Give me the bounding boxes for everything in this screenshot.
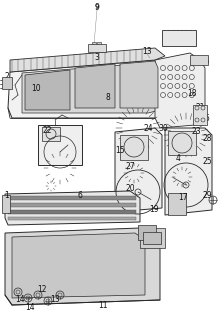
Polygon shape [22,63,160,113]
Polygon shape [38,125,82,165]
Text: 8: 8 [106,92,110,101]
Text: 20: 20 [125,183,135,193]
Polygon shape [5,228,160,305]
Polygon shape [8,60,170,118]
Text: 1: 1 [5,191,9,201]
Polygon shape [5,191,140,225]
Text: 6: 6 [78,191,82,201]
Text: 28: 28 [202,133,212,142]
Text: 21: 21 [195,102,205,111]
Text: 11: 11 [98,300,108,309]
Text: 4: 4 [176,154,180,163]
Text: 14: 14 [15,295,25,305]
Polygon shape [8,196,136,200]
Text: 23: 23 [191,126,201,135]
Text: 29: 29 [202,191,212,201]
Polygon shape [12,233,145,298]
Text: 2: 2 [4,71,9,81]
Polygon shape [165,128,212,215]
Polygon shape [8,217,136,220]
Polygon shape [138,225,156,240]
Polygon shape [25,70,70,110]
Polygon shape [140,228,165,248]
Polygon shape [143,232,161,244]
Text: 12: 12 [37,285,47,294]
Polygon shape [75,64,115,108]
Polygon shape [168,131,196,155]
Polygon shape [42,127,60,141]
Polygon shape [162,30,196,46]
Text: 30: 30 [158,124,168,132]
Text: 14: 14 [25,303,35,313]
Text: 10: 10 [31,84,41,92]
Polygon shape [115,128,162,212]
Text: 15: 15 [115,146,125,155]
Text: 16: 16 [138,228,148,236]
Text: 13: 13 [142,46,152,55]
Polygon shape [120,135,148,160]
Polygon shape [88,44,106,52]
Polygon shape [168,193,186,215]
Polygon shape [2,195,10,213]
Text: 9: 9 [95,4,99,10]
Polygon shape [2,77,12,89]
Text: 5: 5 [205,114,209,123]
Text: 17: 17 [178,194,188,203]
Polygon shape [10,48,165,72]
Polygon shape [8,210,136,214]
Text: 27: 27 [125,162,135,171]
Text: 9: 9 [95,3,99,12]
Polygon shape [155,53,205,128]
Text: 19: 19 [149,205,159,214]
Text: 22: 22 [42,125,52,134]
Polygon shape [8,203,136,207]
Text: 25: 25 [200,57,210,66]
Text: 24: 24 [143,124,153,132]
Text: 3: 3 [95,52,99,61]
Text: 18: 18 [187,89,197,98]
Polygon shape [193,105,207,125]
Text: 25: 25 [202,156,212,165]
Text: 13: 13 [50,295,60,305]
Polygon shape [92,42,96,44]
Polygon shape [190,55,208,65]
Polygon shape [120,61,158,108]
Polygon shape [97,42,101,44]
